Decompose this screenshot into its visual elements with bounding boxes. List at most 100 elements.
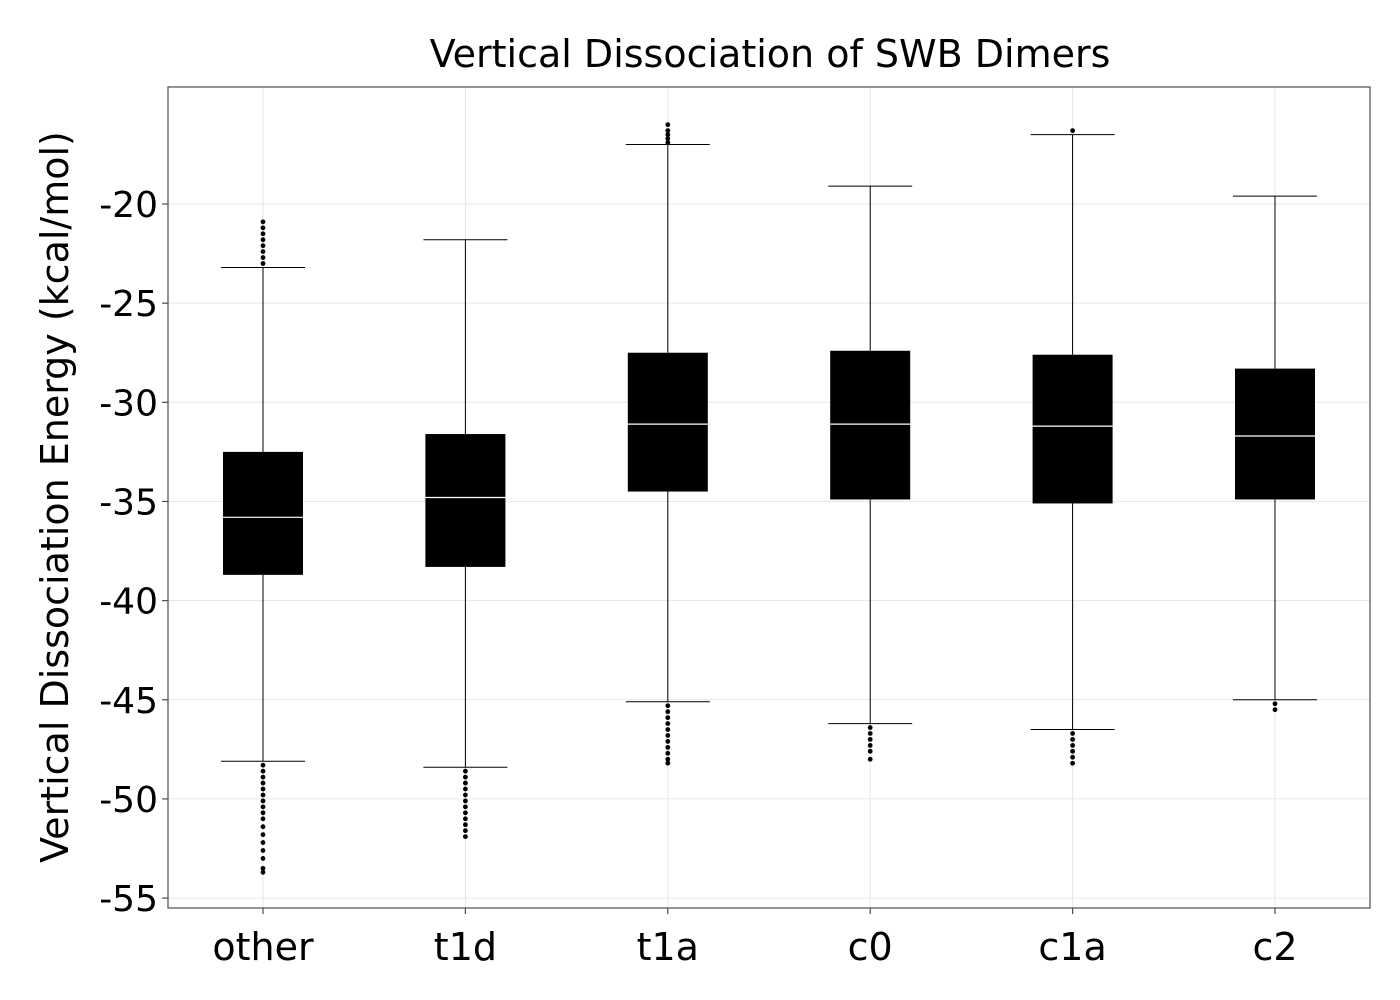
outlier-point [463,834,468,840]
outlier-point [665,709,671,715]
outlier-point [260,261,266,266]
outlier-point [1070,748,1075,754]
iqr-box [830,350,911,500]
x-tick-label: c0 [848,925,893,969]
x-tick-label: c2 [1252,925,1297,969]
outlier-point [1070,128,1075,134]
outlier-point [260,869,266,875]
outlier-point [1070,760,1075,766]
box-other [221,219,305,875]
box-c2 [1233,195,1317,713]
outlier-point [867,756,873,762]
outlier-point [463,804,468,810]
y-tick-label: -30 [99,383,158,424]
y-tick-label: -25 [99,284,158,325]
outlier-point [463,792,468,798]
outlier-point [1070,731,1075,736]
outlier-point [1070,737,1075,742]
outlier-point [867,731,873,736]
iqr-box [223,451,303,575]
outlier-point [867,737,873,742]
outlier-point [260,762,266,768]
outlier-point [260,865,266,871]
outlier-point [260,780,266,786]
y-axis-label: Vertical Dissociation Energy (kcal/mol) [33,131,77,863]
outlier-point [260,231,266,237]
x-tick-label: c1a [1038,925,1106,969]
iqr-box [627,352,708,492]
outlier-point [260,856,266,861]
outlier-point [260,810,266,816]
outlier-point [665,132,671,137]
y-tick-label: -20 [99,185,158,226]
y-axis: -20 -25 -30 -35 -40 -45 -50 -55 [99,185,168,920]
y-tick-label: -40 [99,582,158,623]
outlier-point [463,816,468,822]
x-axis: other t1d t1a c0 c1a c2 [212,908,1298,969]
outlier-point [260,225,266,231]
outlier-point [260,768,266,774]
outlier-point [1070,742,1075,748]
outlier-point [463,768,468,774]
outlier-point [260,249,266,254]
outlier-point [260,798,266,804]
plot-frame [167,86,1371,909]
box-t1a [625,122,710,766]
outlier-point [665,750,671,756]
outlier-point [665,122,671,128]
outlier-point [260,219,266,225]
outlier-point [665,721,671,726]
iqr-box [1235,368,1315,500]
outlier-point [665,715,671,721]
outlier-point [463,786,468,792]
outlier-point [665,744,671,750]
box-c0 [828,185,913,762]
outlier-point [665,756,671,762]
outlier-point [260,255,266,260]
outlier-point [463,810,468,816]
outlier-point [260,848,266,853]
chart-title: Vertical Dissociation of SWB Dimers [430,32,1111,76]
outlier-point [260,816,266,822]
x-tick-label: t1a [637,925,699,969]
outlier-point [260,832,266,838]
iqr-box [425,434,506,567]
outlier-point [260,792,266,798]
outlier-point [260,840,266,845]
outlier-point [260,804,266,810]
outlier-point [665,739,671,744]
plot-background [168,87,1370,908]
outlier-point [1272,707,1278,713]
outlier-point [260,786,266,792]
outlier-point [1272,701,1278,707]
outlier-point [463,774,468,780]
outlier-point [260,824,266,830]
outlier-point [867,748,873,754]
y-tick-label: -50 [99,780,158,821]
iqr-box [1032,354,1113,504]
outlier-point [665,140,671,145]
outlier-point [665,703,671,709]
box-t1d [423,239,508,840]
y-tick-label: -45 [99,681,158,722]
outlier-point [260,243,266,249]
outlier-point [260,774,266,780]
outlier-point [665,733,671,738]
outlier-point [665,136,671,141]
x-tick-label: t1d [434,925,497,969]
outlier-point [665,128,671,134]
outlier-point [665,760,671,766]
outlier-point [665,727,671,732]
box-c1a [1030,128,1115,766]
outlier-point [463,822,468,828]
outlier-point [260,237,266,243]
outlier-point [463,828,468,834]
outlier-point [867,742,873,748]
x-tick-label: other [212,925,314,969]
boxes [221,122,1317,875]
outlier-point [463,798,468,804]
y-tick-label: -55 [99,879,158,920]
outlier-point [463,780,468,786]
y-tick-label: -35 [99,482,158,523]
